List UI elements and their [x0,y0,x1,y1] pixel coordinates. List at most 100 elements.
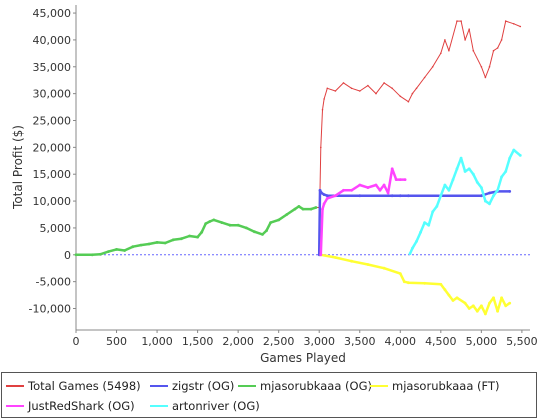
data-point [115,248,118,251]
data-point [480,304,483,308]
data-point [319,253,323,257]
data-point [321,207,324,211]
y-tick-label: 30,000 [33,88,72,101]
data-point [488,191,491,195]
data-point [155,241,159,244]
data-point [342,188,345,192]
data-point [492,49,495,52]
data-point [350,259,353,263]
data-point [439,194,443,198]
data-point [367,84,369,87]
data-point [415,240,418,243]
legend-swatch [150,404,168,407]
legend-item-total-games: Total Games (5498) [6,379,141,393]
data-point [504,20,507,22]
data-point [508,301,512,305]
y-tick-label: 15,000 [33,168,72,181]
data-point [366,186,370,190]
data-point [451,178,455,182]
data-point [318,188,322,192]
data-point [123,249,126,252]
data-point [447,188,451,192]
data-point [320,191,323,195]
data-point [488,202,491,206]
data-point [212,218,216,222]
data-point [496,47,499,49]
data-point [519,25,522,28]
data-point [334,90,337,92]
ticks: 0 500 1,000 1,500 2,000 2,500 3,000 3,500 4,000 4… [29,7,538,348]
data-point [375,92,377,95]
data-point [293,207,297,211]
data-point [277,218,281,222]
data-point [500,39,503,41]
data-point [467,307,471,310]
data-point [244,226,248,230]
data-point [334,194,337,198]
y-tick-label: 40,000 [33,34,72,47]
data-point [350,188,353,192]
data-point [518,154,522,157]
x-tick-label: 4,500 [425,335,457,348]
legend-swatch [370,384,388,387]
data-point [440,52,442,55]
data-point [322,202,326,206]
y-tick-label: -5,000 [36,276,71,289]
data-point [411,246,414,250]
data-point [394,178,398,182]
data-point [500,296,503,300]
data-point [74,253,78,257]
legend-swatch [150,384,168,387]
data-point [90,253,94,257]
data-point [391,87,394,90]
series-lines [74,20,522,316]
legend-label: artonriver (OG) [172,399,260,413]
data-point [459,156,463,160]
x-tick-label: 3,500 [344,335,376,348]
x-tick-label: 2,000 [222,335,254,348]
data-point [504,304,508,308]
data-point [383,82,385,84]
data-point [204,222,208,226]
data-point [382,266,386,270]
data-point [171,238,175,242]
data-point [323,98,325,100]
y-tick-label: 20,000 [33,141,72,154]
data-point [488,66,491,68]
data-point [378,188,382,192]
data-point [398,178,402,182]
data-point [492,194,495,198]
x-tick-label: 5,000 [466,335,498,348]
data-point [411,92,414,95]
data-point [358,194,362,198]
data-point [196,235,200,239]
data-point [435,205,439,208]
data-point [180,237,183,241]
data-point [415,87,418,90]
data-point [399,95,402,98]
data-point [359,90,361,92]
data-point [480,186,483,190]
y-tick-label: 35,000 [33,61,72,74]
data-point [309,207,313,211]
data-point [464,39,466,41]
legend-item-justredshark-og: JustRedShark (OG) [6,399,135,413]
profit-chart: 0 500 1,000 1,500 2,000 2,500 3,000 3,500 4,000 4… [11,5,538,365]
data-point [285,213,289,216]
data-point [301,207,305,211]
data-point [443,183,447,187]
data-point [314,206,318,209]
data-point [261,233,264,236]
data-point [407,194,410,198]
legend-label: mjasorubkaaa (FT) [392,379,500,393]
data-point [334,256,337,259]
data-point [508,156,512,160]
data-point [398,272,402,275]
data-point [208,220,212,223]
data-point [496,309,499,313]
data-point [448,49,450,52]
data-point [131,245,135,249]
data-point [471,304,475,308]
data-point [488,301,491,305]
data-point [504,170,508,173]
